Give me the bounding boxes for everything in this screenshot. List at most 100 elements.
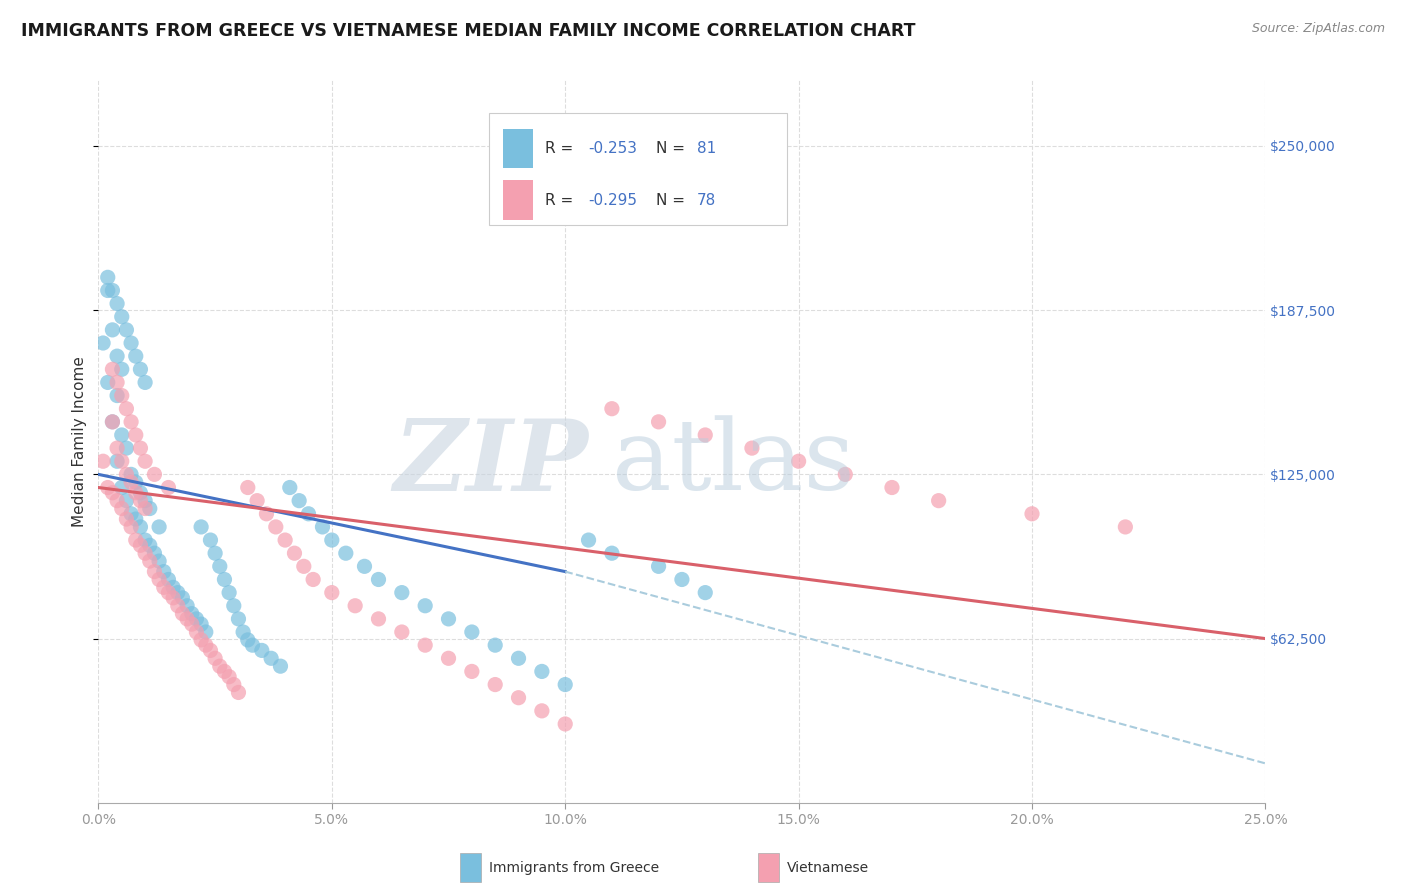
Point (311, 520, 333, 534)
Point (741, 441, 763, 455)
Point (391, 585, 413, 599)
Text: N =: N = (657, 193, 690, 208)
Point (269, 659, 291, 673)
Point (105, 296, 128, 310)
Point (120, 507, 142, 521)
Point (484, 677, 506, 691)
Text: Immigrants from Greece: Immigrants from Greece (489, 861, 659, 875)
Point (180, 617, 202, 632)
Point (695, 585, 717, 599)
Point (166, 585, 188, 599)
Point (111, 501, 134, 516)
Point (97, 376, 120, 390)
Point (105, 493, 128, 508)
Point (125, 512, 148, 526)
Point (214, 573, 236, 587)
Point (600, 401, 623, 416)
Text: IMMIGRANTS FROM GREECE VS VIETNAMESE MEDIAN FAMILY INCOME CORRELATION CHART: IMMIGRANTS FROM GREECE VS VIETNAMESE MED… (21, 22, 915, 40)
Point (152, 580, 174, 594)
Point (139, 501, 162, 516)
Point (143, 546, 166, 560)
Point (214, 665, 236, 679)
Point (190, 520, 212, 534)
Point (437, 612, 460, 626)
Point (264, 520, 287, 534)
Point (391, 625, 413, 640)
Text: 81: 81 (697, 141, 716, 156)
Point (129, 441, 152, 455)
Text: R =: R = (546, 141, 578, 156)
Point (834, 467, 856, 482)
Point (200, 533, 222, 547)
Text: Vietnamese: Vietnamese (787, 861, 869, 875)
Point (139, 538, 162, 552)
Point (928, 493, 950, 508)
Point (134, 546, 156, 560)
Point (91, 336, 114, 351)
Point (91, 454, 114, 468)
Text: ZIP: ZIP (394, 415, 589, 511)
Point (278, 481, 301, 495)
Point (186, 612, 208, 626)
Point (111, 454, 134, 468)
Point (111, 428, 134, 442)
Point (97, 270, 120, 285)
Point (129, 520, 152, 534)
Text: R =: R = (546, 193, 578, 208)
Point (105, 349, 128, 363)
Y-axis label: Median Family Income: Median Family Income (72, 356, 87, 527)
Point (148, 520, 170, 534)
Point (218, 670, 240, 684)
Point (208, 659, 231, 673)
Point (288, 493, 311, 508)
Point (787, 454, 810, 468)
Point (143, 467, 166, 482)
Point (695, 428, 717, 442)
Point (1021, 507, 1043, 521)
Point (236, 632, 259, 647)
Point (508, 690, 530, 705)
Point (139, 554, 162, 568)
Point (134, 533, 156, 547)
Point (578, 533, 600, 547)
Point (222, 677, 245, 691)
Point (353, 559, 375, 574)
Text: N =: N = (657, 141, 690, 156)
Point (461, 665, 484, 679)
Point (232, 625, 254, 640)
Point (297, 507, 319, 521)
Point (105, 388, 128, 402)
Point (105, 454, 128, 468)
Point (236, 481, 259, 495)
Point (101, 485, 124, 500)
Point (101, 362, 124, 376)
Point (101, 415, 124, 429)
Point (111, 310, 134, 324)
Point (129, 493, 152, 508)
Point (101, 284, 124, 298)
Point (194, 625, 217, 640)
Point (413, 599, 436, 613)
FancyBboxPatch shape (758, 854, 779, 882)
Point (190, 617, 212, 632)
Point (97, 481, 120, 495)
Point (125, 349, 148, 363)
Point (129, 362, 152, 376)
Point (647, 415, 669, 429)
Point (129, 538, 152, 552)
Point (554, 717, 576, 731)
Point (204, 651, 226, 665)
Point (172, 591, 194, 605)
Point (115, 441, 138, 455)
Point (115, 512, 138, 526)
Point (115, 401, 138, 416)
Point (162, 591, 184, 605)
Point (115, 493, 138, 508)
Point (228, 612, 250, 626)
Point (148, 573, 170, 587)
Point (157, 573, 180, 587)
Point (134, 493, 156, 508)
Point (344, 599, 367, 613)
Point (200, 643, 222, 657)
Point (302, 573, 325, 587)
